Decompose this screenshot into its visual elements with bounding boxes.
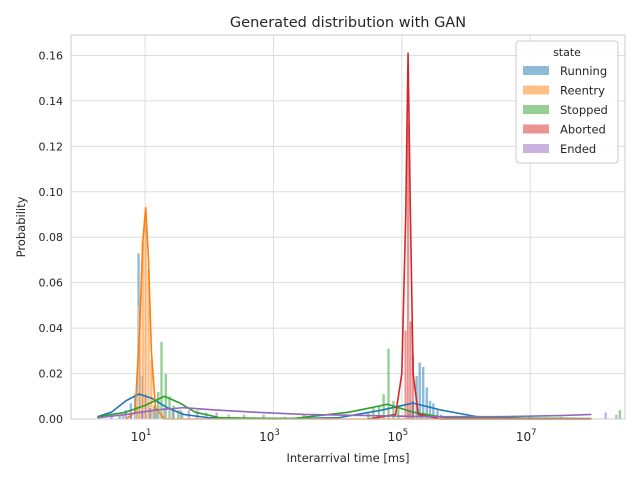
y-tick-label: 0.04 xyxy=(39,322,64,335)
histogram-bar-stopped xyxy=(618,409,622,420)
plot-frame xyxy=(70,34,626,420)
y-tick-label: 0.16 xyxy=(39,49,64,62)
y-tick-label: 0.00 xyxy=(39,413,64,426)
x-tick-label: 105 xyxy=(387,428,408,444)
histogram-bar-stopped xyxy=(396,407,400,420)
y-tick-label: 0.08 xyxy=(39,231,64,244)
y-tick-label: 0.06 xyxy=(39,277,64,290)
histogram-bar-ended xyxy=(195,409,199,420)
legend-swatch-aborted xyxy=(523,124,549,134)
histogram-bar-stopped xyxy=(159,341,164,420)
x-axis-label: Interarrival time [ms] xyxy=(287,451,410,465)
x-tick-label: 101 xyxy=(131,428,152,444)
y-tick-label: 0.10 xyxy=(39,186,64,199)
histogram-bar-ended xyxy=(604,411,608,420)
legend-label-reentry: Reentry xyxy=(560,84,605,98)
histogram-bar-ended xyxy=(614,414,618,420)
x-tick-label: 107 xyxy=(516,428,537,444)
legend-label-stopped: Stopped xyxy=(560,103,608,117)
y-tick-label: 0.02 xyxy=(39,368,64,381)
y-tick-label: 0.14 xyxy=(39,95,64,108)
legend-swatch-reentry xyxy=(523,85,549,95)
kde-curves xyxy=(97,52,592,420)
legend-label-aborted: Aborted xyxy=(560,123,606,137)
legend-title: state xyxy=(553,46,581,59)
y-axis-label: Probability xyxy=(14,196,28,257)
legend: state Running Reentry Stopped Aborted Ended xyxy=(515,40,619,164)
legend-swatch-ended xyxy=(523,144,549,153)
legend-label-ended: Ended xyxy=(560,142,596,156)
kde-line-stopped xyxy=(97,395,592,420)
histogram-bar-ended xyxy=(148,407,152,420)
axes: 0.00 0.02 0.04 0.06 0.08 0.10 0.12 0.14 0.16 101 1… xyxy=(39,34,626,444)
histogram-bar-running xyxy=(421,366,425,420)
legend-label-running: Running xyxy=(560,64,607,78)
histogram-bar-running xyxy=(418,361,422,420)
x-tick-label: 103 xyxy=(259,428,280,444)
chart-title: Generated distribution with GAN xyxy=(230,15,466,31)
kde-line-reentry xyxy=(125,206,592,420)
y-tick-label: 0.12 xyxy=(39,140,64,153)
legend-swatch-running xyxy=(523,66,549,75)
legend-swatch-stopped xyxy=(523,105,549,114)
histogram-bar-reentry xyxy=(144,209,148,420)
kde-line-ended xyxy=(97,406,592,419)
